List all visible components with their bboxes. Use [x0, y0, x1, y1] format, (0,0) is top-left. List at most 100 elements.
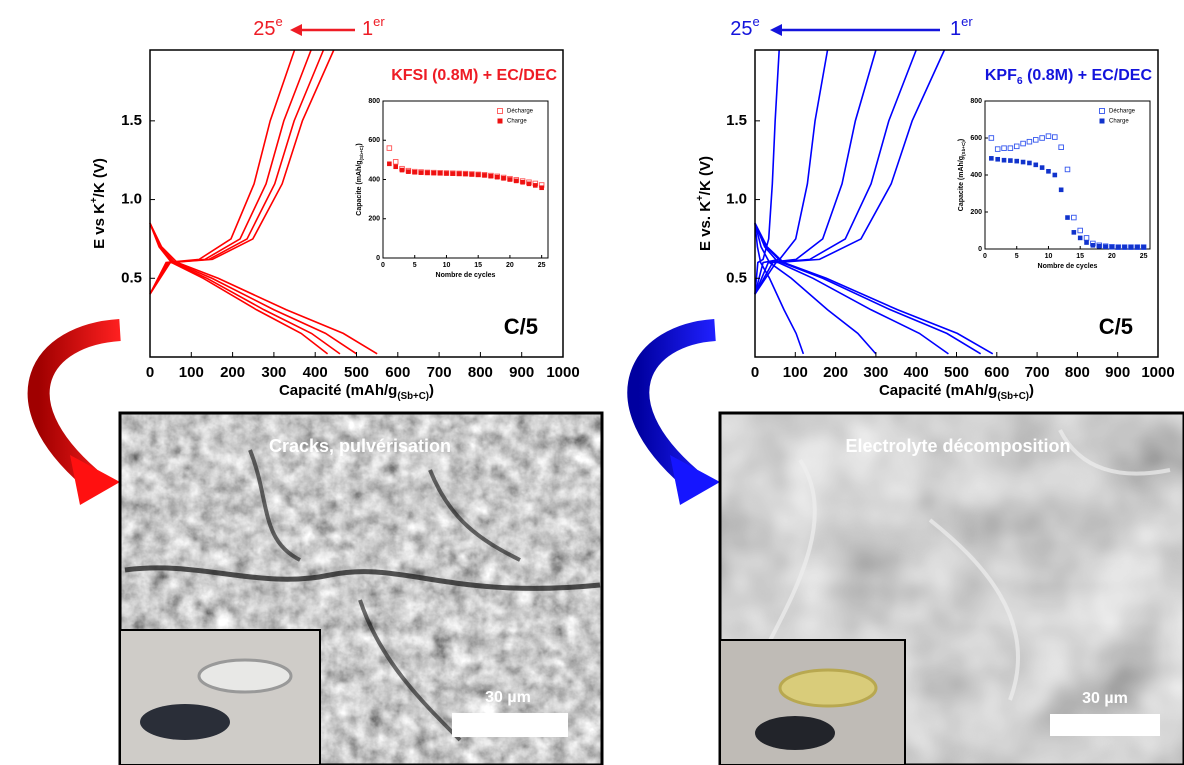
x-axis-label: Nombre de cycles	[436, 272, 496, 279]
cycle-label-part: er	[961, 14, 973, 29]
point	[1077, 227, 1083, 234]
point	[989, 156, 994, 161]
cycle-label-part: 25	[730, 18, 752, 40]
cycle-label-part: e	[753, 14, 760, 29]
point	[437, 170, 443, 176]
point	[386, 145, 393, 151]
point	[387, 161, 392, 167]
chart-title: KPF6 (0.8M) + EC/DEC	[985, 67, 1153, 87]
point	[406, 169, 411, 174]
point	[444, 171, 449, 176]
point	[1109, 244, 1115, 250]
point	[1046, 169, 1051, 174]
scale-label: 30 µm	[485, 689, 531, 706]
y-tick-label: 1.5	[121, 112, 142, 129]
x-tick-label: 300	[863, 364, 888, 381]
scale-label: 30 µm	[1082, 690, 1128, 707]
curve	[754, 222, 877, 355]
y-tick-label: 1.0	[121, 191, 142, 208]
cycle-label-part: er	[373, 14, 385, 29]
x-tick-label: 200	[220, 364, 245, 381]
cycle-label: 25e	[253, 14, 282, 40]
curved-arrow	[27, 319, 121, 487]
x-tick-label: 300	[261, 364, 286, 381]
point	[392, 159, 399, 165]
point	[995, 156, 1000, 162]
curve	[149, 49, 335, 295]
y-tick-label: 1.5	[726, 112, 747, 129]
x-tick-label: 1000	[546, 364, 579, 381]
point	[1065, 215, 1070, 220]
x-tick-label: 25	[538, 262, 546, 269]
point	[1052, 134, 1058, 140]
point	[1014, 158, 1020, 164]
chart-title: KFSI (0.8M) + EC/DEC	[391, 67, 557, 84]
y-axis-label: E vs K+/K (V)	[89, 158, 108, 249]
rate-label: C/5	[1099, 314, 1133, 339]
curve	[754, 49, 829, 295]
scale-bar	[1050, 714, 1160, 736]
point	[399, 167, 405, 173]
point	[1071, 230, 1077, 235]
y-tick-label: 0.5	[121, 269, 142, 286]
y-axis-label-part: Capacite (mAh/g	[958, 156, 965, 211]
legend-marker	[497, 118, 503, 124]
rate-label: C/5	[504, 314, 538, 339]
crack	[248, 449, 521, 742]
point	[1045, 133, 1052, 139]
coin	[778, 668, 878, 708]
x-tick-label: 0	[751, 364, 759, 381]
y-axis-label-part: /K (V)	[91, 158, 108, 197]
x-tick-label: 900	[509, 364, 534, 381]
x-axis-label-part: Capacité (mAh/g	[279, 382, 397, 399]
arrow-head	[70, 455, 120, 505]
cycle-label: 25e	[730, 14, 759, 40]
point	[1083, 235, 1090, 241]
x-axis-label-part: )	[429, 382, 434, 399]
x-tick-label: 25	[1140, 253, 1148, 260]
point	[501, 176, 506, 181]
point	[1033, 162, 1039, 168]
photo	[719, 639, 906, 765]
caption: Cracks, pulvérisation	[269, 436, 451, 456]
photo-bg	[119, 629, 321, 765]
curve	[149, 49, 296, 295]
x-tick-label: 500	[344, 364, 369, 381]
legend-marker	[497, 108, 503, 114]
point	[450, 171, 456, 176]
point	[1135, 244, 1140, 250]
point	[1001, 157, 1007, 163]
cycle-label: 1er	[950, 14, 973, 40]
y-axis-label-part: )	[958, 139, 965, 141]
y-tick-label: 0	[376, 255, 380, 262]
x-tick-label: 0	[983, 253, 987, 260]
cycle-label: 1er	[362, 14, 385, 40]
y-axis-label-part: /K (V)	[697, 156, 714, 195]
point	[1013, 143, 1020, 150]
arrow-head	[670, 455, 720, 505]
micrograph: Electrolyte décomposition 30 µm	[718, 411, 1184, 765]
electrode	[140, 704, 230, 740]
x-tick-label: 10	[443, 262, 451, 269]
x-tick-label: 15	[474, 262, 482, 269]
x-tick-label: 0	[381, 262, 385, 269]
frame	[118, 411, 604, 765]
point	[1103, 244, 1108, 250]
point	[1058, 187, 1064, 193]
ridge	[758, 429, 1171, 701]
point	[1128, 244, 1134, 250]
point	[1058, 144, 1064, 150]
point	[1033, 137, 1039, 143]
coin	[197, 658, 293, 694]
y-tick-label: 0.5	[726, 269, 747, 286]
y-tick-label: 200	[368, 216, 380, 223]
legend-label: Charge	[1109, 119, 1129, 125]
x-axis-label: Capacité (mAh/g(Sb+C))	[879, 382, 1034, 402]
x-tick-label: 900	[1105, 364, 1130, 381]
cycle-label-part: 25	[253, 18, 275, 40]
chart-title-part: 6	[1017, 76, 1023, 87]
curve	[754, 49, 877, 295]
curve	[754, 49, 780, 295]
point	[475, 172, 481, 178]
